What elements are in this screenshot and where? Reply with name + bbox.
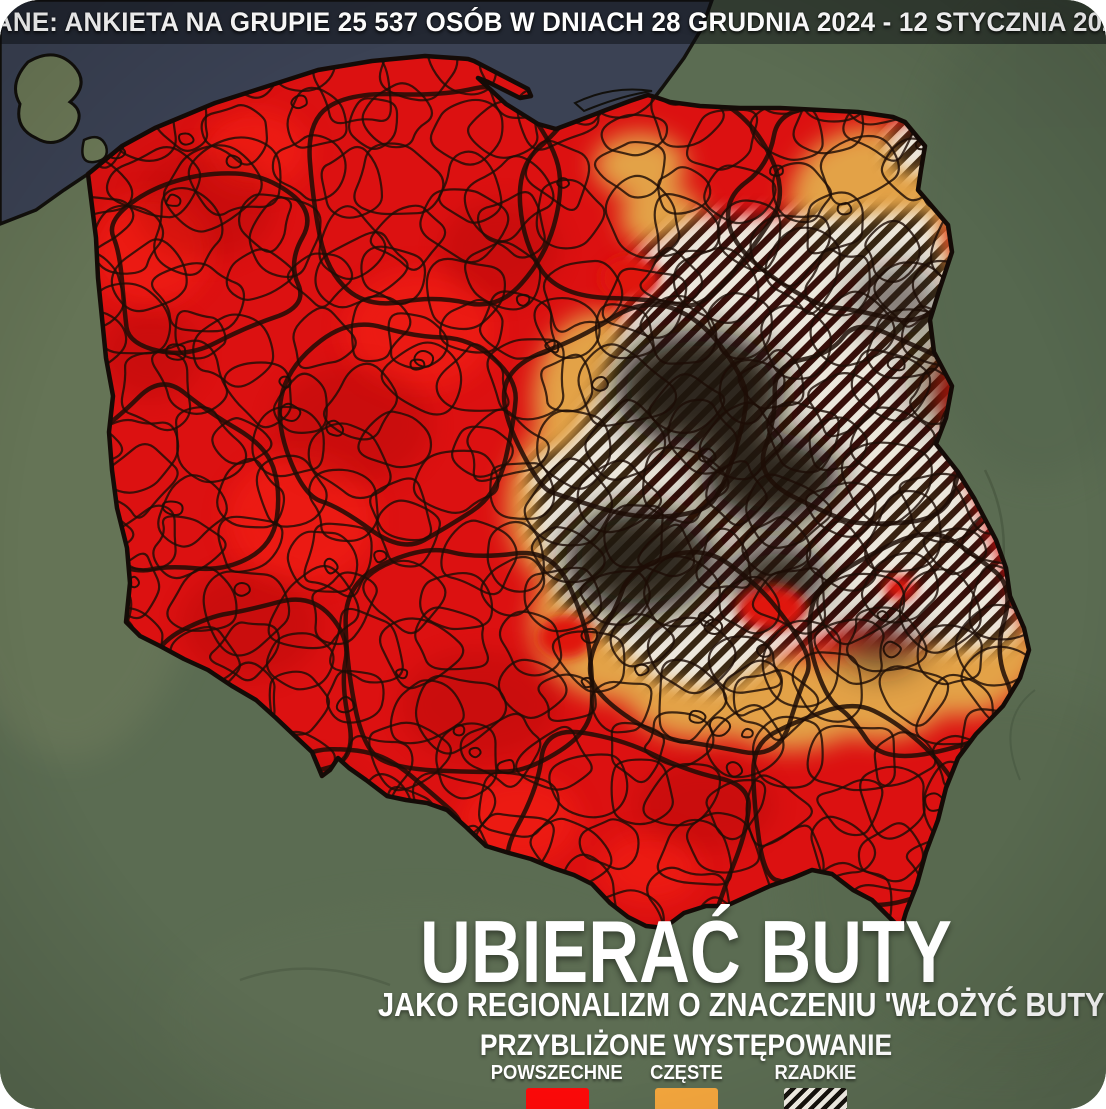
map-title: UBIERAĆ BUTY	[420, 902, 952, 1001]
legend-swatch-hatched	[783, 1088, 847, 1109]
vistula-lagoon	[573, 88, 653, 113]
caption-block: UBIERAĆ BUTY JAKO REGIONALIZM O ZNACZENI…	[336, 900, 1106, 1109]
banner-text: DANE: ANKIETA NA GRUPIE 25 537 OSÓB W DN…	[0, 6, 1106, 37]
terrain-crease	[1009, 689, 1036, 781]
poland-outline	[85, 53, 1032, 932]
legend-item-frequent: CZĘSTE	[622, 1063, 751, 1109]
data-source-banner: DANE: ANKIETA NA GRUPIE 25 537 OSÓB W DN…	[0, 0, 1106, 44]
legend-item-rare: RZADKIE	[751, 1063, 880, 1109]
legend-title: PRZYBLIŻONE WYSTĘPOWANIE	[479, 1029, 893, 1062]
brand-block: ŚM f SWIETLANMAPS SWIETLANMAPS	[0, 870, 330, 1109]
legend: POWSZECHNE CZĘSTE RZADKIE	[336, 1063, 1036, 1109]
legend-swatch-orange	[654, 1088, 718, 1109]
terrain-crease	[239, 967, 391, 987]
map-subtitle: JAKO REGIONALIZM O ZNACZENIU 'WŁOŻYĆ BUT…	[378, 986, 1106, 1023]
legend-label: POWSZECHNE	[491, 1062, 623, 1084]
legend-label: CZĘSTE	[649, 1062, 723, 1084]
legend-item-common: POWSZECHNE	[491, 1062, 623, 1109]
german-islands	[14, 53, 108, 164]
legend-label: RZADKIE	[774, 1062, 856, 1084]
legend-swatch-red	[525, 1088, 589, 1109]
